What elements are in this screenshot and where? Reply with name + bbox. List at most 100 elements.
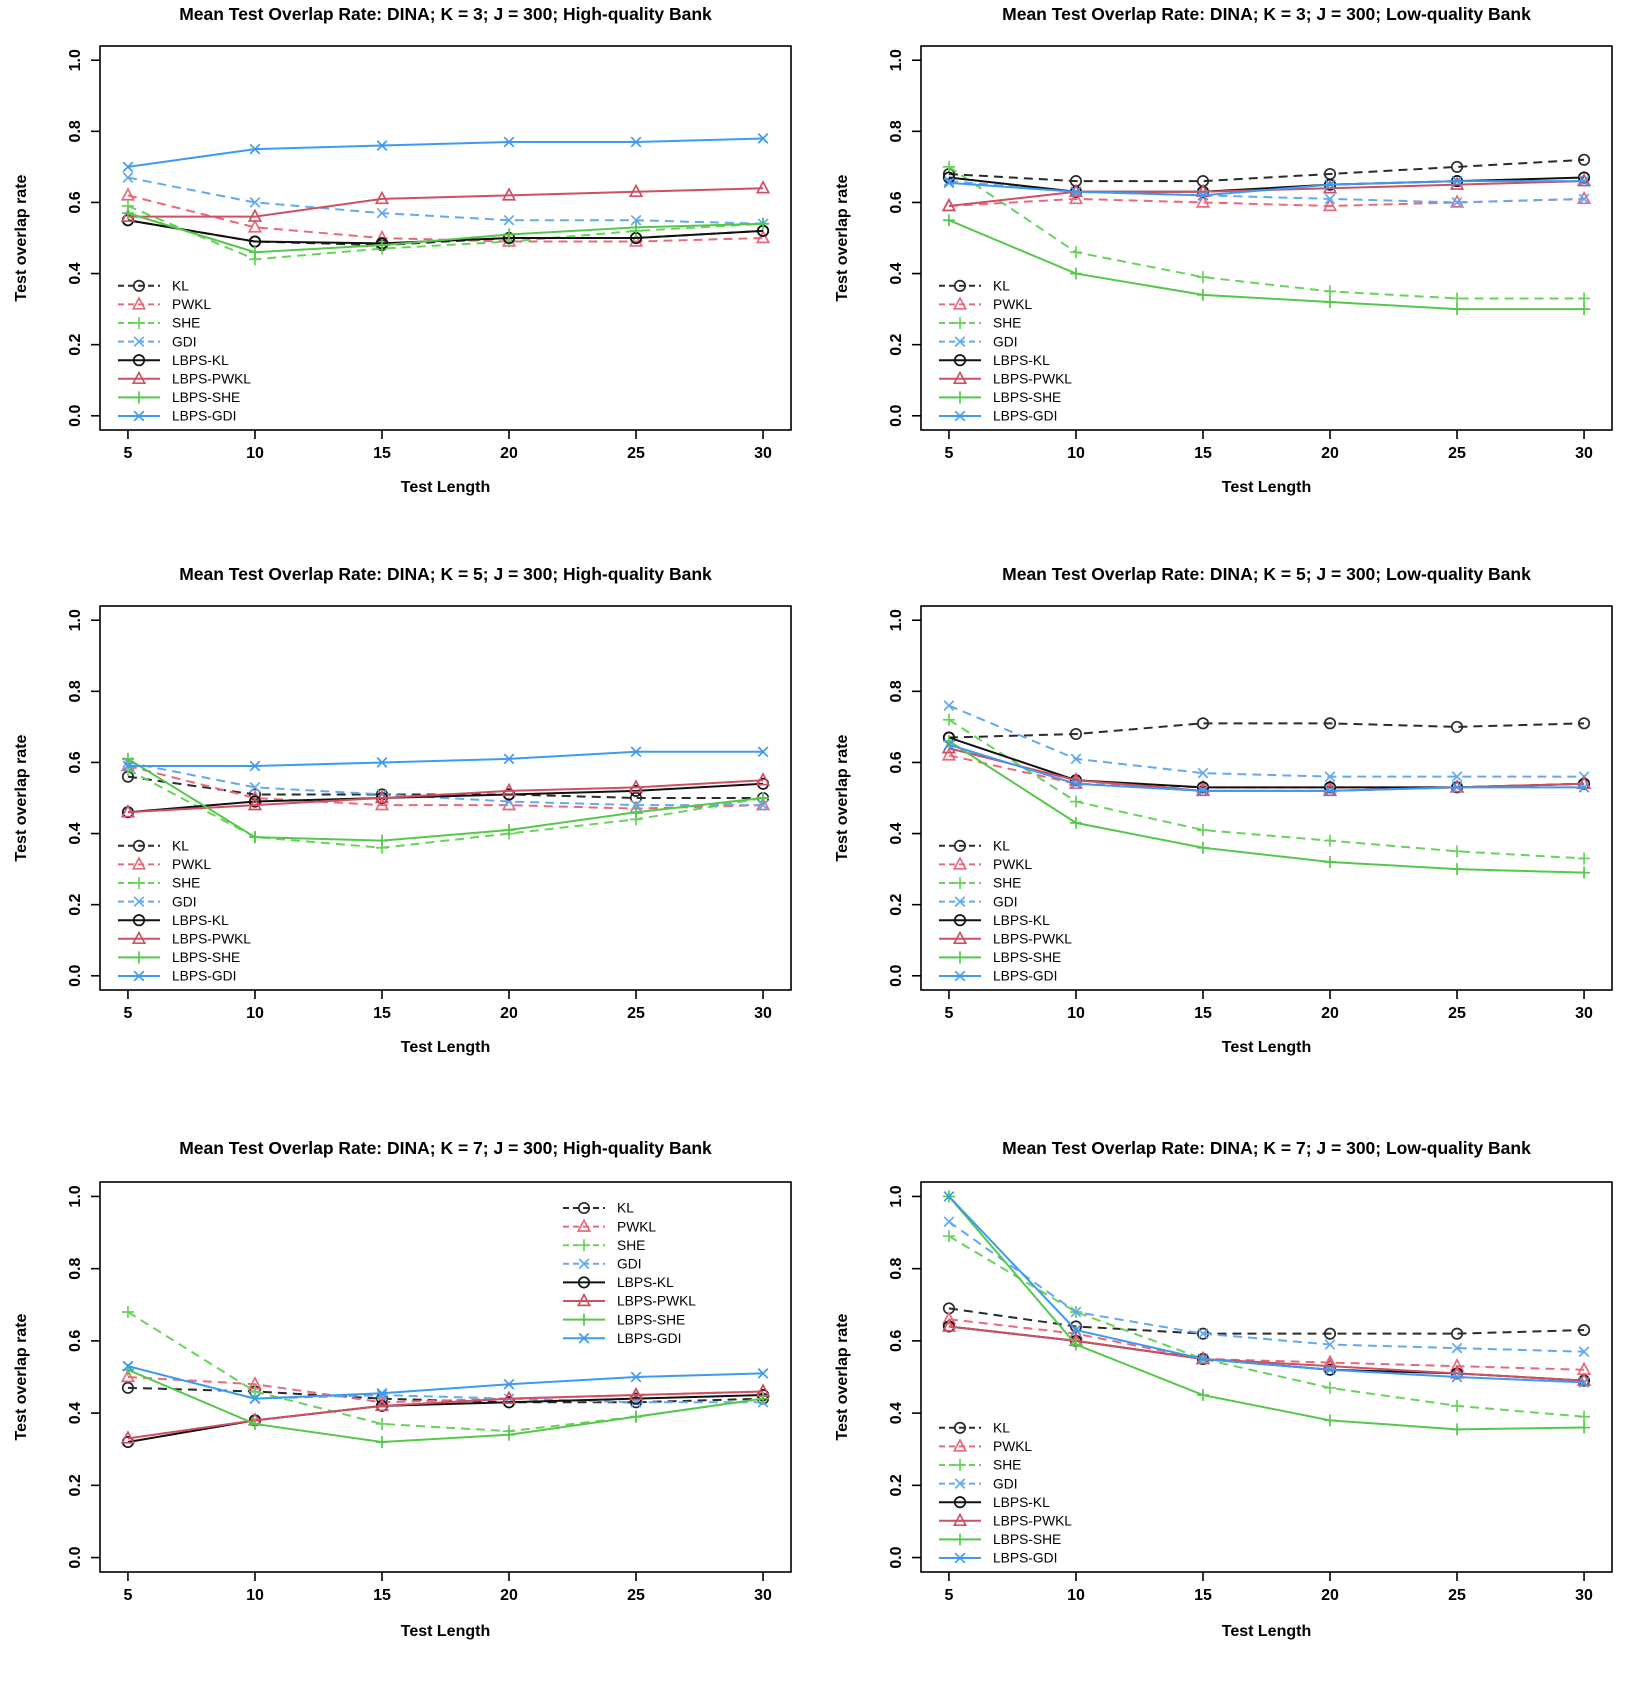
legend-label: LBPS-PWKL: [993, 372, 1072, 387]
data-point-x: [133, 336, 145, 348]
legend-item-PWKL: PWKL: [939, 856, 1032, 872]
legend-label: LBPS-GDI: [172, 969, 236, 984]
data-point-triangle: [576, 1218, 592, 1232]
data-point-circle: [1196, 717, 1210, 730]
y-axis: 0.0 0.2 0.4 0.6 0.8 1.0: [67, 609, 100, 987]
data-point-plus: [1196, 824, 1209, 836]
series-line-PWKL: [127, 765, 764, 810]
legend-item-LBPS-KL: LBPS-KL: [939, 913, 1050, 928]
legend-item-LBPS-KL: LBPS-KL: [118, 913, 229, 928]
data-point-circle: [1578, 1324, 1591, 1337]
data-point-x: [943, 1191, 955, 1202]
data-point-x: [249, 760, 261, 772]
x-tick-label: 30: [754, 445, 772, 462]
y-tick-label: 0.2: [888, 333, 905, 355]
chart-panel-k5-high-quality: Mean Test Overlap Rate: DINA; K = 5; J =…: [0, 560, 821, 1120]
x-axis: 5 10 15 20 25 30: [944, 430, 1593, 462]
data-point-plus: [1324, 856, 1337, 868]
data-point-x: [249, 1393, 261, 1405]
plot-box: [920, 1181, 1613, 1573]
x-tick-label: 15: [1194, 445, 1212, 462]
x-axis-label: Test Length: [401, 1623, 490, 1640]
x-tick-label: 15: [1194, 1005, 1212, 1022]
data-point-plus: [578, 1239, 590, 1252]
data-point-plus: [942, 160, 955, 173]
data-point-triangle: [628, 1386, 644, 1401]
data-point-x: [249, 197, 261, 208]
x-tick-label: 30: [1575, 1587, 1593, 1604]
data-point-x: [376, 1387, 388, 1399]
data-point-x: [133, 410, 145, 422]
data-point-plus: [248, 831, 261, 844]
x-tick-label: 5: [123, 445, 132, 462]
y-tick-label: 0.8: [67, 120, 84, 142]
data-point-circle: [121, 1381, 134, 1394]
data-point-x: [1070, 1324, 1082, 1336]
data-point-x: [249, 781, 261, 793]
data-point-circle: [1578, 717, 1591, 730]
chart-panel-k3-low-quality: Mean Test Overlap Rate: DINA; K = 3; J =…: [821, 0, 1642, 560]
x-tick-label: 15: [1194, 1587, 1212, 1604]
data-point-plus: [757, 217, 770, 230]
data-point-plus: [503, 1428, 516, 1441]
data-point-triangle: [628, 779, 644, 793]
data-point-triangle: [1068, 190, 1084, 205]
data-point-plus: [1578, 852, 1591, 865]
data-point-triangle: [628, 183, 644, 198]
legend-label: LBPS-PWKL: [993, 1514, 1072, 1529]
legend-item-GDI: GDI: [118, 334, 197, 349]
legend-item-PWKL: PWKL: [118, 296, 211, 312]
data-point-x: [578, 1258, 590, 1270]
chart-title: Mean Test Overlap Rate: DINA; K = 7; J =…: [1002, 1138, 1531, 1158]
data-point-plus: [954, 951, 966, 964]
data-point-plus: [1324, 834, 1337, 847]
y-tick-label: 0.6: [888, 191, 905, 213]
data-point-plus: [1196, 841, 1209, 854]
data-point-triangle: [374, 190, 390, 205]
data-point-x: [630, 136, 642, 148]
data-point-circle: [1450, 720, 1464, 733]
x-axis: 5 10 15 20 25 30: [944, 990, 1593, 1022]
chart-title: Mean Test Overlap Rate: DINA; K = 5; J =…: [179, 564, 712, 584]
data-point-triangle: [941, 1318, 957, 1332]
data-point-triangle: [755, 229, 771, 244]
x-tick-label: 5: [944, 1005, 953, 1022]
legend-label: LBPS-GDI: [172, 409, 236, 424]
data-point-x: [1578, 781, 1590, 793]
x-tick-label: 25: [627, 445, 645, 462]
legend-label: GDI: [993, 1476, 1018, 1491]
x-axis: 5 10 15 20 25 30: [123, 990, 772, 1022]
data-point-circle: [248, 795, 262, 808]
data-point-x: [943, 1216, 955, 1228]
y-tick-label: 0.8: [67, 1257, 84, 1279]
legend-label: LBPS-SHE: [993, 390, 1061, 405]
y-tick-label: 1.0: [67, 49, 84, 71]
data-point-circle: [577, 1276, 591, 1289]
data-point-plus: [954, 317, 966, 329]
legend-item-SHE: SHE: [939, 1458, 1021, 1473]
data-point-x: [757, 746, 769, 758]
data-point-plus: [1069, 1338, 1082, 1351]
legend-item-LBPS-SHE: LBPS-SHE: [939, 1532, 1061, 1547]
legend-item-LBPS-GDI: LBPS-GDI: [939, 409, 1057, 424]
legend: KL PWKL SHE GDI LBPS-KL LBPS-PWKL LBPS-SHE LBPS…: [118, 839, 251, 984]
series-line-KL: [948, 158, 1585, 183]
series-line-LBPS-SHE: [948, 1195, 1585, 1431]
x-axis-label: Test Length: [401, 479, 490, 496]
y-tick-label: 0.8: [888, 120, 905, 142]
data-point-x: [376, 757, 388, 768]
data-point-plus: [1069, 267, 1082, 280]
y-axis-label: Test overlap rate: [834, 1313, 851, 1440]
data-point-x: [757, 133, 769, 144]
data-point-x: [1197, 767, 1209, 779]
data-point-plus: [503, 824, 516, 836]
data-point-plus: [1578, 866, 1591, 879]
data-point-triangle: [120, 1430, 136, 1444]
legend-item-SHE: SHE: [563, 1238, 645, 1253]
data-point-x: [954, 336, 966, 348]
data-point-x: [1324, 1339, 1336, 1350]
series-line-SHE: [127, 205, 764, 261]
legend-item-GDI: GDI: [118, 894, 197, 909]
data-point-x: [954, 1478, 966, 1490]
